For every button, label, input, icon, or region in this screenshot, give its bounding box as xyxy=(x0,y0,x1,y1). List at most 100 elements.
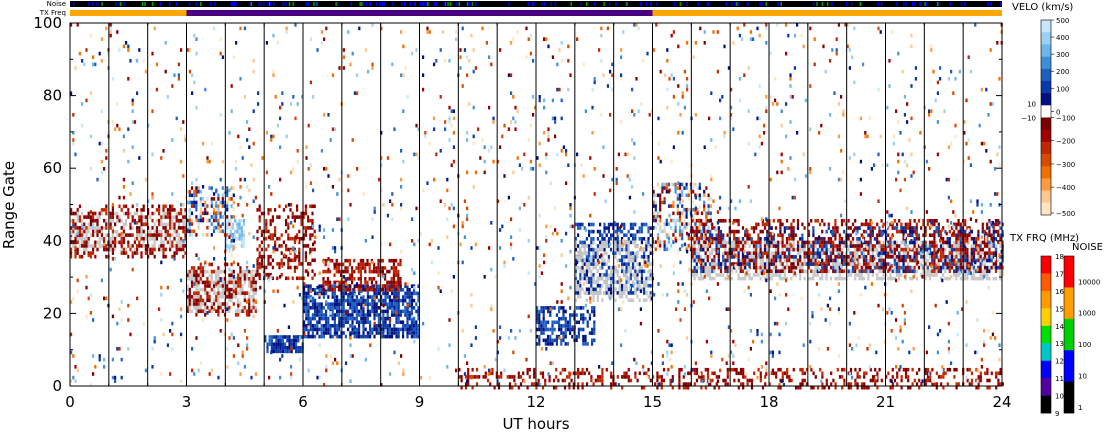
echo-cell xyxy=(217,309,220,313)
echo-cell xyxy=(311,222,314,227)
echo-cell xyxy=(536,327,539,332)
echo-cell xyxy=(810,276,813,281)
echo-cell xyxy=(876,276,879,281)
echo-cell xyxy=(186,302,189,306)
echo-cell xyxy=(242,240,246,245)
echo-cell xyxy=(889,273,892,277)
echo-cell xyxy=(296,233,299,237)
echo-cell xyxy=(136,233,139,237)
echo-cell xyxy=(599,266,602,270)
echo-cell xyxy=(371,302,374,306)
noise-mark xyxy=(877,2,880,6)
echo-cell xyxy=(970,244,973,248)
echo-cell xyxy=(656,211,660,216)
echo-cell xyxy=(280,251,283,255)
echo-cell xyxy=(381,269,384,274)
echo-cell xyxy=(713,237,716,241)
echo-cell xyxy=(195,287,198,292)
echo-cell xyxy=(410,327,413,332)
echo-cell xyxy=(591,306,594,310)
echo-cell xyxy=(937,255,940,259)
echo-cell xyxy=(105,222,108,227)
echo-cell xyxy=(599,244,602,248)
echo-cell xyxy=(342,262,345,267)
echo-cell xyxy=(204,305,207,310)
echo-cell xyxy=(162,251,165,255)
echo-cell xyxy=(76,240,79,245)
echo-cell xyxy=(171,244,174,248)
echo-cell xyxy=(275,338,278,343)
echo-cell xyxy=(935,229,938,234)
echo-cell xyxy=(318,320,321,324)
echo-cell xyxy=(581,276,584,281)
echo-cell xyxy=(583,262,586,266)
echo-cell xyxy=(228,280,231,285)
noise-mark xyxy=(421,2,424,6)
echo-cell xyxy=(184,229,187,234)
echo-cell xyxy=(226,189,229,194)
echo-cell xyxy=(814,273,817,277)
echo-cell xyxy=(801,266,804,270)
echo-cell xyxy=(904,226,907,230)
echo-cell xyxy=(700,211,704,216)
echo-cell xyxy=(377,327,380,332)
echo-cell xyxy=(790,233,793,237)
echo-cell xyxy=(735,240,738,245)
echo-cell xyxy=(114,244,117,248)
echo-cell xyxy=(856,244,859,248)
echo-cell xyxy=(388,306,391,310)
echo-cell xyxy=(342,302,345,306)
echo-cell xyxy=(540,306,543,310)
noise-mark xyxy=(384,2,386,6)
echo-cell xyxy=(836,262,839,266)
echo-cell xyxy=(816,273,819,277)
echo-cell xyxy=(228,309,231,313)
echo-cell xyxy=(983,269,987,274)
echo-cell xyxy=(783,273,786,277)
echo-cell xyxy=(575,338,578,343)
echo-cell xyxy=(920,262,923,266)
echo-cell xyxy=(643,255,646,259)
echo-cell xyxy=(536,320,539,325)
echo-cell xyxy=(895,255,899,259)
echo-cell xyxy=(304,244,307,248)
echo-cell xyxy=(705,211,708,216)
echo-cell xyxy=(225,222,228,227)
echo-cell xyxy=(739,269,742,273)
echo-cell xyxy=(652,197,655,201)
echo-cell xyxy=(295,349,298,354)
echo-cell xyxy=(344,313,347,317)
echo-cell xyxy=(788,240,791,245)
echo-cell xyxy=(560,316,563,321)
echo-cell xyxy=(654,240,657,244)
echo-cell xyxy=(590,273,593,277)
echo-cell xyxy=(836,276,839,281)
echo-cell xyxy=(309,327,312,332)
echo-cell xyxy=(195,313,198,317)
echo-cell xyxy=(408,291,411,296)
echo-cell xyxy=(564,334,567,339)
echo-cell xyxy=(351,266,354,270)
echo-cell xyxy=(375,280,378,285)
echo-cell xyxy=(663,182,666,187)
echo-cell xyxy=(228,298,231,303)
echo-cell xyxy=(643,287,646,292)
echo-cell xyxy=(678,218,682,223)
echo-cell xyxy=(158,204,161,209)
echo-cell xyxy=(733,240,736,245)
echo-cell xyxy=(114,240,117,245)
echo-cell xyxy=(629,269,632,274)
echo-cell xyxy=(922,258,925,263)
echo-cell xyxy=(290,342,293,346)
echo-cell xyxy=(76,215,79,219)
echo-cell xyxy=(360,295,363,299)
echo-cell xyxy=(215,291,218,295)
echo-cell xyxy=(772,244,775,248)
echo-cell xyxy=(799,262,802,266)
echo-cell xyxy=(282,208,285,212)
echo-cell xyxy=(362,288,365,292)
echo-cell xyxy=(184,244,187,248)
echo-cell xyxy=(258,215,261,219)
echo-cell xyxy=(878,244,881,248)
echo-cell xyxy=(575,334,578,339)
